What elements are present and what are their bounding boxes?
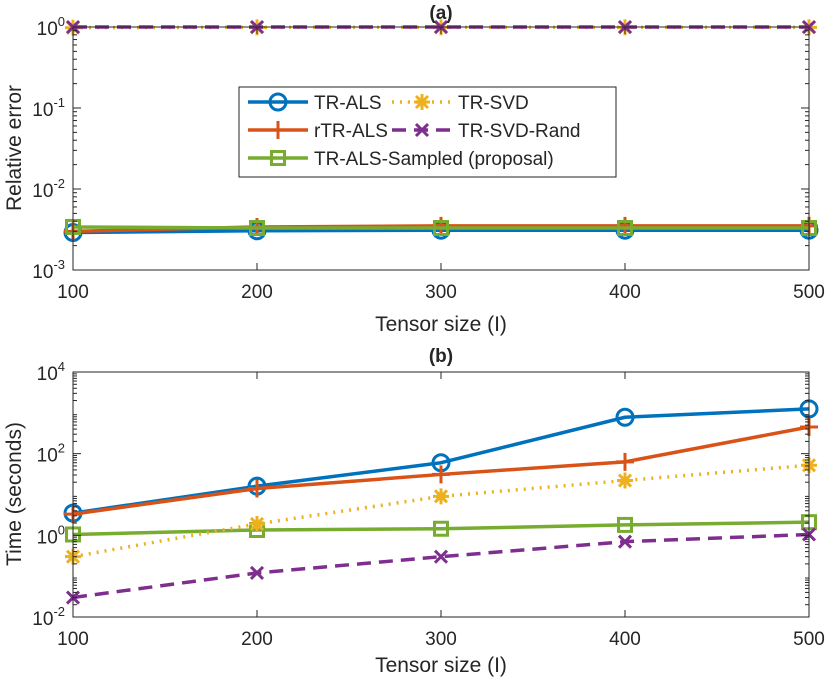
panel-a-ylabel: Relative error: [3, 85, 26, 211]
panel-b-xlabel: Tensor size (I): [375, 654, 507, 677]
legend-label-tr-als: TR-ALS: [314, 93, 382, 114]
legend-label-rtr-als: rTR-ALS: [314, 121, 388, 142]
panel-a-title: (a): [429, 3, 452, 24]
legend-marker-rtr-als: [269, 121, 287, 139]
y-tick-label-1e2: 102: [37, 441, 65, 467]
point-tr-svd-rand-200: [249, 565, 265, 580]
legend-entry-tr-als: TR-ALS: [248, 92, 382, 114]
x-tick-label-100: 100: [57, 629, 89, 650]
point-rtr-als-300: [432, 465, 450, 484]
y-tick-label-1e0: 100: [37, 14, 65, 40]
point-tr-als-sampled-proposal-300: [433, 220, 449, 237]
point-tr-svd-200: [249, 515, 265, 532]
point-rtr-als-200: [248, 479, 266, 498]
point-tr-als-sampled-proposal-200: [249, 220, 265, 237]
y-tick-label-1e-2: 10-2: [32, 604, 65, 630]
legend-marker-tr-als-sampled-proposal: [270, 150, 286, 166]
legend-marker-tr-als: [268, 92, 288, 112]
legend-entry-rtr-als: rTR-ALS: [248, 121, 388, 142]
x-tick-label-400: 400: [609, 282, 641, 303]
panel-a-y-ticks: 10-3 10-2 10-1 100: [32, 14, 809, 283]
y-tick-label-1e-2: 10-2: [32, 176, 65, 202]
panel-a-xlabel: Tensor size (I): [375, 313, 507, 336]
y-tick-label-1e0: 100: [37, 522, 65, 548]
legend-entry-tr-als-sampled-proposal: TR-ALS-Sampled (proposal): [248, 149, 554, 170]
x-tick-label-300: 300: [425, 629, 457, 650]
legend-entry-tr-svd-rand: TR-SVD-Rand: [392, 121, 580, 142]
line-tr-als-sampled-proposal: [72, 520, 810, 537]
panel-b-series-layer: [63, 399, 819, 605]
point-tr-als-sampled-proposal-400: [617, 220, 633, 237]
point-tr-svd-400: [617, 472, 633, 489]
point-tr-als-400: [615, 407, 635, 427]
x-tick-label-200: 200: [241, 282, 273, 303]
panel-b-y-ticks: 10-2 100 102 104: [32, 359, 809, 630]
line-tr-als-sampled-proposal: [72, 225, 809, 230]
point-tr-svd-300: [433, 488, 449, 505]
y-tick-label-1e4: 104: [37, 359, 65, 385]
point-tr-svd-rand-400: [617, 534, 633, 549]
x-tick-label-100: 100: [57, 282, 89, 303]
line-tr-als: [72, 407, 810, 515]
panel-b-title: (b): [429, 346, 453, 367]
x-tick-label-400: 400: [609, 629, 641, 650]
point-rtr-als-400: [616, 452, 634, 471]
x-tick-label-300: 300: [425, 282, 457, 303]
panel-b-ylabel: Time (seconds): [3, 422, 26, 566]
panel-a: 100 200 300 400 500 10-3 10-2 10-1 100 (a) Tens…: [3, 3, 825, 336]
legend-marker-tr-svd-rand: [414, 122, 430, 138]
x-tick-label-200: 200: [241, 629, 273, 650]
y-tick-label-1e-3: 10-3: [32, 257, 65, 283]
legend-entry-tr-svd: TR-SVD: [392, 93, 529, 114]
panel-b-x-ticks: 100 200 300 400 500: [57, 372, 825, 650]
point-tr-als-sampled-proposal-400: [617, 516, 633, 533]
x-tick-label-500: 500: [793, 282, 825, 303]
x-tick-label-500: 500: [793, 629, 825, 650]
legend-label-tr-svd-rand: TR-SVD-Rand: [458, 121, 580, 142]
legend: TR-ALS TR-SVD rTR-ALS TR-SVD-Rand TR-ALS-Sam…: [238, 86, 617, 178]
y-tick-label-1e-1: 10-1: [32, 95, 65, 121]
point-tr-als-sampled-proposal-300: [433, 520, 449, 537]
legend-label-tr-svd: TR-SVD: [458, 93, 529, 114]
legend-items: TR-ALS TR-SVD rTR-ALS TR-SVD-Rand TR-ALS-Sam…: [248, 92, 580, 170]
legend-marker-tr-svd: [414, 94, 430, 110]
series-tr-svd-rand: [65, 527, 817, 605]
point-tr-svd-rand-300: [433, 549, 449, 564]
panel-a-x-ticks: 100 200 300 400 500: [57, 27, 825, 303]
line-tr-svd-rand: [72, 532, 810, 600]
legend-label-tr-als-sampled-proposal: TR-ALS-Sampled (proposal): [314, 149, 554, 170]
